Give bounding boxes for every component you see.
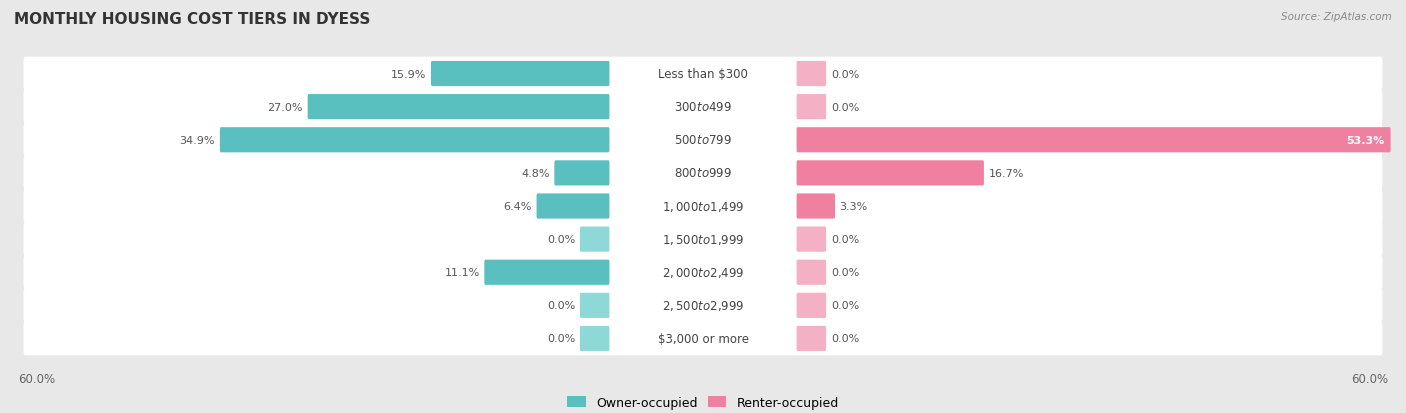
FancyBboxPatch shape — [308, 95, 609, 120]
FancyBboxPatch shape — [537, 194, 609, 219]
Text: $3,000 or more: $3,000 or more — [658, 332, 748, 345]
Text: 15.9%: 15.9% — [391, 69, 426, 79]
FancyBboxPatch shape — [24, 90, 1382, 124]
Text: $300 to $499: $300 to $499 — [673, 101, 733, 114]
Text: 4.8%: 4.8% — [522, 169, 550, 178]
FancyBboxPatch shape — [797, 161, 984, 186]
Text: $2,500 to $2,999: $2,500 to $2,999 — [662, 299, 744, 313]
FancyBboxPatch shape — [24, 157, 1382, 190]
Text: 0.0%: 0.0% — [831, 69, 859, 79]
FancyBboxPatch shape — [24, 223, 1382, 256]
FancyBboxPatch shape — [797, 260, 827, 285]
Text: 0.0%: 0.0% — [831, 334, 859, 344]
Text: 16.7%: 16.7% — [988, 169, 1024, 178]
Text: 0.0%: 0.0% — [831, 268, 859, 278]
Text: 53.3%: 53.3% — [1346, 135, 1384, 145]
FancyBboxPatch shape — [484, 260, 609, 285]
Text: 0.0%: 0.0% — [831, 301, 859, 311]
FancyBboxPatch shape — [24, 57, 1382, 91]
FancyBboxPatch shape — [797, 128, 1391, 153]
FancyBboxPatch shape — [219, 128, 609, 153]
FancyBboxPatch shape — [579, 227, 609, 252]
FancyBboxPatch shape — [24, 256, 1382, 290]
Text: 0.0%: 0.0% — [547, 301, 575, 311]
Legend: Owner-occupied, Renter-occupied: Owner-occupied, Renter-occupied — [562, 391, 844, 413]
FancyBboxPatch shape — [432, 62, 609, 87]
FancyBboxPatch shape — [797, 227, 827, 252]
FancyBboxPatch shape — [797, 62, 827, 87]
FancyBboxPatch shape — [797, 293, 827, 318]
Text: $1,000 to $1,499: $1,000 to $1,499 — [662, 199, 744, 214]
Text: Less than $300: Less than $300 — [658, 68, 748, 81]
FancyBboxPatch shape — [797, 95, 827, 120]
Text: 27.0%: 27.0% — [267, 102, 302, 112]
Text: 11.1%: 11.1% — [444, 268, 479, 278]
Text: $800 to $999: $800 to $999 — [673, 167, 733, 180]
FancyBboxPatch shape — [24, 123, 1382, 157]
Text: 6.4%: 6.4% — [503, 202, 531, 211]
Text: $2,000 to $2,499: $2,000 to $2,499 — [662, 266, 744, 280]
FancyBboxPatch shape — [797, 194, 835, 219]
Text: 0.0%: 0.0% — [831, 102, 859, 112]
Text: 34.9%: 34.9% — [180, 135, 215, 145]
Text: 0.0%: 0.0% — [831, 235, 859, 244]
Text: MONTHLY HOUSING COST TIERS IN DYESS: MONTHLY HOUSING COST TIERS IN DYESS — [14, 12, 370, 27]
Text: $500 to $799: $500 to $799 — [673, 134, 733, 147]
Text: 0.0%: 0.0% — [547, 334, 575, 344]
FancyBboxPatch shape — [554, 161, 609, 186]
Text: 3.3%: 3.3% — [839, 202, 868, 211]
Text: 0.0%: 0.0% — [547, 235, 575, 244]
Text: Source: ZipAtlas.com: Source: ZipAtlas.com — [1281, 12, 1392, 22]
Text: $1,500 to $1,999: $1,500 to $1,999 — [662, 233, 744, 247]
FancyBboxPatch shape — [797, 326, 827, 351]
FancyBboxPatch shape — [24, 322, 1382, 356]
FancyBboxPatch shape — [24, 190, 1382, 223]
FancyBboxPatch shape — [24, 289, 1382, 323]
FancyBboxPatch shape — [579, 293, 609, 318]
FancyBboxPatch shape — [579, 326, 609, 351]
